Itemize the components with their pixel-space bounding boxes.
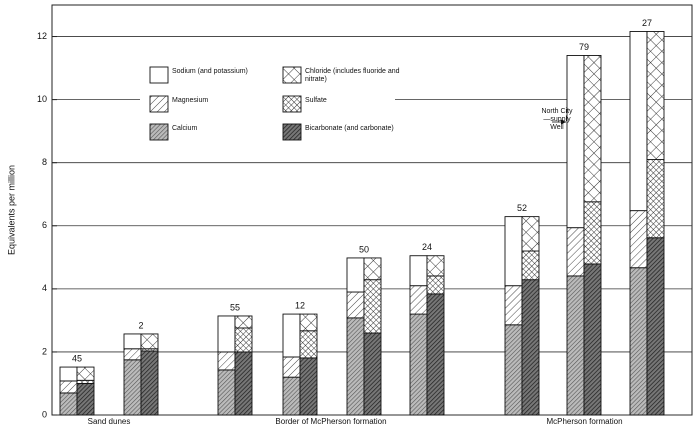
legend-swatch (149, 123, 169, 141)
bar-segment (217, 351, 236, 371)
y-tick-label: 4 (42, 283, 47, 293)
bar-segment (521, 216, 540, 252)
group-label: Sand dunes (88, 417, 131, 426)
legend-label: Bicarbonate (and carbonate) (305, 125, 394, 132)
y-tick-label: 0 (42, 409, 47, 419)
sample-label: 2 (138, 320, 143, 330)
annotation: North City—supply Well (541, 108, 573, 131)
bar-segment (234, 327, 253, 353)
bar-segment (521, 279, 540, 416)
bar-segment (346, 291, 365, 319)
annotation-background (548, 105, 566, 135)
bar-segment (504, 324, 523, 416)
legend-swatch (282, 66, 302, 84)
bar-segment (426, 293, 445, 416)
bar-segment (76, 366, 95, 381)
bar-segment (140, 333, 159, 350)
bar-segment (583, 263, 602, 416)
bar-segment (583, 201, 602, 265)
legend-swatch (282, 123, 302, 141)
bar-segment (426, 255, 445, 277)
bar-segment (76, 379, 95, 384)
legend-label: Calcium (172, 125, 198, 132)
bar-segment (409, 313, 428, 416)
bar-segment (629, 210, 648, 269)
group-label: McPherson formation (546, 417, 622, 426)
bar-segment (140, 350, 159, 416)
bar-segment (217, 315, 236, 353)
bar-segment (646, 31, 665, 160)
bar-segment (123, 359, 142, 416)
bar-segment (504, 216, 523, 287)
sample-label: 45 (72, 353, 82, 363)
bar-segment (426, 275, 445, 295)
bar-segment (299, 330, 318, 359)
bar-segment (363, 332, 382, 416)
y-tick-label: 8 (42, 157, 47, 167)
y-tick-label: 10 (37, 94, 47, 104)
bar-segment (409, 285, 428, 315)
bar-segment (566, 275, 585, 416)
bar-segment (583, 55, 602, 203)
bar-segment (629, 267, 648, 416)
sample-label: 12 (295, 300, 305, 310)
bar-segment (629, 31, 648, 212)
bar-segment (59, 366, 78, 382)
bar-segment (234, 315, 253, 329)
bar-segment (346, 317, 365, 416)
y-tick-label: 2 (42, 346, 47, 356)
bar-segment (76, 383, 95, 416)
legend-label: Sodium (and potassium) (172, 68, 248, 75)
bar-segment (299, 357, 318, 416)
y-tick-label: 6 (42, 220, 47, 230)
legend-label: Magnesium (172, 97, 209, 104)
bar-segment (123, 333, 142, 350)
bar-segment (646, 159, 665, 239)
legend-swatch (282, 95, 302, 113)
legend-background (140, 58, 395, 146)
sample-label: 55 (230, 302, 240, 312)
bar-segment (282, 356, 301, 378)
bar-segment (59, 392, 78, 416)
bar-segment (363, 257, 382, 281)
y-tick-label: 12 (37, 31, 47, 41)
bar-segment (363, 279, 382, 334)
legend-label: Chloride (includes fluoride and nitrate) (305, 68, 400, 83)
bar-segment (123, 348, 142, 361)
sample-label: 50 (359, 244, 369, 254)
sample-label: 27 (642, 18, 652, 28)
bar-segment (217, 369, 236, 416)
annotation-arrowhead (561, 119, 566, 125)
y-axis-label: Equivalents per million (6, 165, 16, 255)
bar-segment (504, 285, 523, 326)
bar-segment (346, 257, 365, 293)
bar-segment (282, 313, 301, 358)
sample-label: 79 (579, 42, 589, 52)
sample-label: 24 (422, 242, 432, 252)
legend-swatch (149, 95, 169, 113)
legend-label: Sulfate (305, 97, 327, 104)
legend-swatch (149, 66, 169, 84)
bar-segment (566, 55, 585, 229)
bar-segment (282, 376, 301, 416)
group-label: Border of McPherson formation (275, 417, 386, 426)
sample-label: 52 (517, 203, 527, 213)
bar-segment (299, 313, 318, 332)
bar-segment (409, 255, 428, 287)
bar-segment (646, 237, 665, 416)
bar-segment (59, 380, 78, 394)
bar-segment (521, 250, 540, 281)
bar-segment (234, 351, 253, 416)
bar-segment (566, 227, 585, 277)
